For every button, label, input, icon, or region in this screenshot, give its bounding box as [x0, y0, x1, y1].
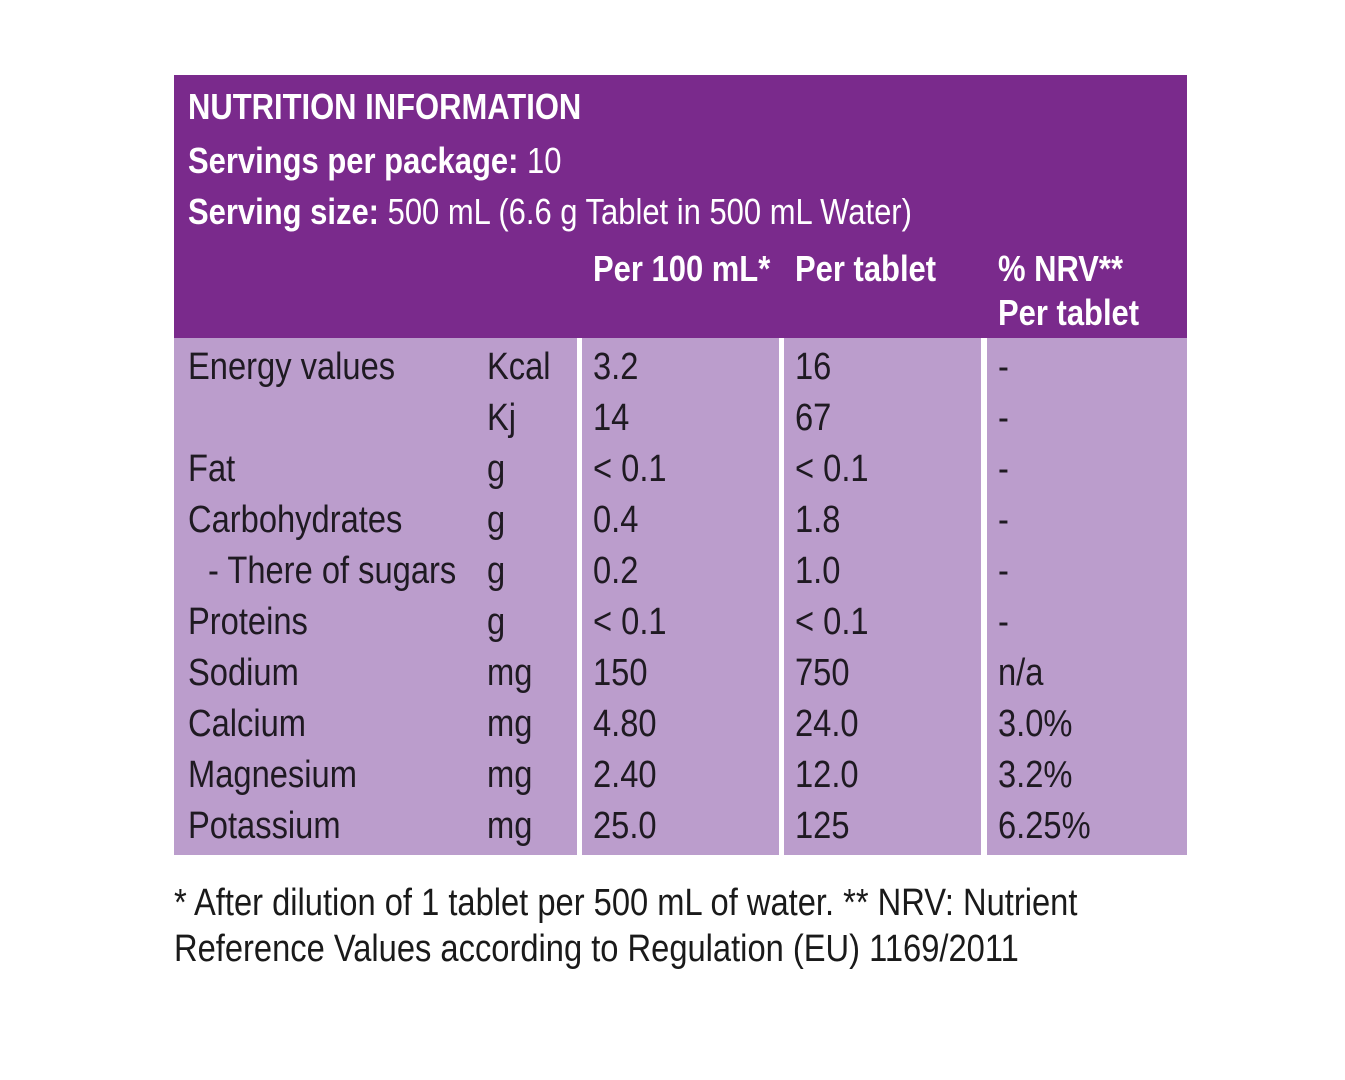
table-row: Proteins g < 0.1 < 0.1 -	[174, 593, 1187, 644]
value-per-tablet: < 0.1	[795, 448, 869, 490]
footnote-line-2: Reference Values according to Regulation…	[174, 928, 1019, 970]
servings-label: Servings per package:	[188, 140, 519, 181]
value-per-tablet: 12.0	[795, 754, 859, 796]
nutrition-header: NUTRITION INFORMATION Servings per packa…	[174, 75, 1187, 338]
nutrient-unit: Kj	[487, 397, 517, 439]
value-nrv: -	[998, 346, 1009, 388]
value-per-100ml: 2.40	[593, 754, 657, 796]
nutrient-unit: mg	[487, 754, 533, 796]
column-header-nrv-line2: Per tablet	[998, 292, 1140, 333]
value-per-tablet: 67	[795, 397, 832, 439]
nutrient-name: - There of sugars	[208, 550, 457, 592]
value-nrv: -	[998, 550, 1009, 592]
table-row: Carbohydrates g 0.4 1.8 -	[174, 491, 1187, 542]
column-header-nrv: % NRV** Per tablet	[998, 247, 1139, 335]
value-nrv: -	[998, 448, 1009, 490]
table-row: Sodium mg 150 750 n/a	[174, 644, 1187, 695]
value-per-100ml: 4.80	[593, 703, 657, 745]
table-row: Calcium mg 4.80 24.0 3.0%	[174, 695, 1187, 746]
value-per-100ml: 25.0	[593, 805, 657, 847]
table-row: Kj 14 67 -	[174, 389, 1187, 440]
value-per-tablet: 1.0	[795, 550, 841, 592]
column-background-nrv	[987, 338, 1187, 855]
serving-size-label: Serving size:	[188, 191, 380, 232]
value-nrv: n/a	[998, 652, 1044, 694]
value-nrv: 3.0%	[998, 703, 1073, 745]
value-per-100ml: < 0.1	[593, 448, 667, 490]
table-row: Energy values Kcal 3.2 16 -	[174, 338, 1187, 389]
column-background-per-100ml	[582, 338, 779, 855]
value-per-100ml: 150	[593, 652, 648, 694]
nutrient-name: Energy values	[188, 346, 396, 388]
value-nrv: 3.2%	[998, 754, 1073, 796]
nutrient-unit: g	[487, 499, 506, 541]
nutrient-name: Carbohydrates	[188, 499, 403, 541]
nutrient-name: Magnesium	[188, 754, 357, 796]
value-per-tablet: 24.0	[795, 703, 859, 745]
table-row: Potassium mg 25.0 125 6.25%	[174, 797, 1187, 848]
value-per-100ml: 0.4	[593, 499, 639, 541]
nutrient-unit: g	[487, 550, 506, 592]
nutrient-unit: g	[487, 601, 506, 643]
nutrient-unit: g	[487, 448, 506, 490]
nutrient-name: Potassium	[188, 805, 341, 847]
column-header-nrv-line1: % NRV**	[998, 248, 1124, 289]
nutrition-table-body: Energy values Kcal 3.2 16 - Kj 14 67 - F…	[174, 338, 1187, 855]
value-nrv: 6.25%	[998, 805, 1091, 847]
nutrient-unit: mg	[487, 652, 533, 694]
value-per-100ml: 14	[593, 397, 630, 439]
value-per-tablet: < 0.1	[795, 601, 869, 643]
value-per-100ml: 3.2	[593, 346, 639, 388]
value-nrv: -	[998, 397, 1009, 439]
column-header-per-tablet: Per tablet	[795, 248, 937, 289]
table-row: Magnesium mg 2.40 12.0 3.2%	[174, 746, 1187, 797]
nutrition-panel: NUTRITION INFORMATION Servings per packa…	[174, 75, 1187, 855]
value-per-tablet: 1.8	[795, 499, 841, 541]
value-nrv: -	[998, 601, 1009, 643]
serving-size-value: 500 mL (6.6 g Tablet in 500 mL Water)	[387, 191, 912, 232]
column-background-per-tablet	[784, 338, 981, 855]
value-per-tablet: 750	[795, 652, 850, 694]
table-row: Fat g < 0.1 < 0.1 -	[174, 440, 1187, 491]
nutrient-name: Fat	[188, 448, 236, 490]
table-row: - There of sugars g 0.2 1.0 -	[174, 542, 1187, 593]
nutrient-name: Calcium	[188, 703, 307, 745]
servings-per-package: Servings per package: 10	[188, 141, 561, 181]
value-per-100ml: 0.2	[593, 550, 639, 592]
footnote: * After dilution of 1 tablet per 500 mL …	[174, 880, 1078, 972]
value-nrv: -	[998, 499, 1009, 541]
panel-title: NUTRITION INFORMATION	[188, 86, 582, 127]
nutrient-name: Sodium	[188, 652, 299, 694]
value-per-100ml: < 0.1	[593, 601, 667, 643]
column-background-nutrient	[174, 338, 577, 855]
nutrient-unit: mg	[487, 703, 533, 745]
nutrient-unit: Kcal	[487, 346, 551, 388]
serving-size: Serving size: 500 mL (6.6 g Tablet in 50…	[188, 192, 912, 232]
column-header-per-100ml: Per 100 mL*	[593, 248, 771, 289]
nutrient-name: Proteins	[188, 601, 308, 643]
servings-value: 10	[527, 140, 562, 181]
value-per-tablet: 125	[795, 805, 850, 847]
footnote-line-1: * After dilution of 1 tablet per 500 mL …	[174, 882, 1078, 924]
value-per-tablet: 16	[795, 346, 832, 388]
nutrient-unit: mg	[487, 805, 533, 847]
